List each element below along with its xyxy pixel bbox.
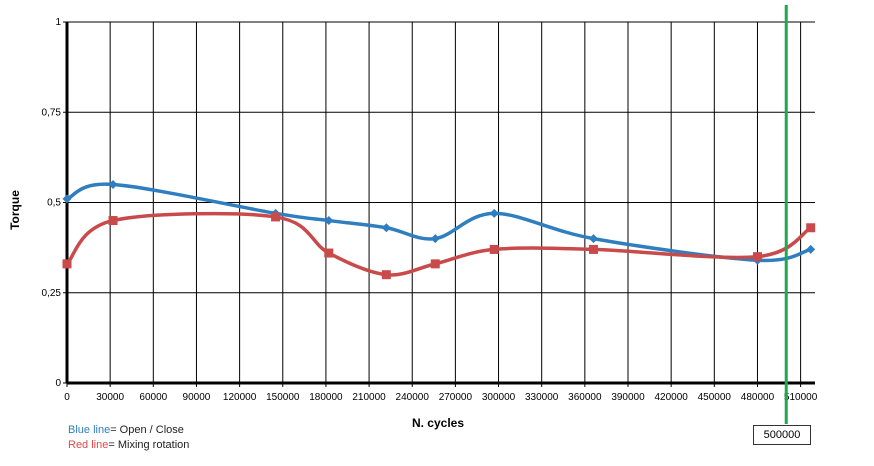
legend-blue-key: Blue line (68, 424, 111, 436)
x-tick-label: 210000 (352, 392, 386, 403)
legend-item-mixing-rotation: Red line= Mixing rotation (68, 438, 189, 453)
series-line-mixing-rotation (65, 211, 812, 277)
series-line-open-close (66, 182, 812, 263)
series-layer (62, 179, 816, 280)
x-tick-label: 120000 (223, 392, 257, 403)
y-tick-label: 1 (55, 17, 61, 28)
x-tick-label: 480000 (741, 392, 775, 403)
x-tick-label: 90000 (183, 392, 211, 403)
point-mixing-rotation (806, 223, 816, 233)
y-tick-label: 0,75 (42, 107, 62, 118)
point-open-close (324, 216, 334, 226)
x-tick-label: 510000 (784, 392, 818, 403)
legend-red-key: Red line (68, 439, 109, 451)
x-tick-label: 300000 (482, 392, 516, 403)
legend-red-text: = Mixing rotation (108, 439, 190, 451)
point-open-close (430, 234, 440, 244)
x-tick-label: 150000 (266, 392, 300, 403)
point-open-close (489, 208, 499, 218)
x-tick-labels: 0 30000 60000 90000 120000 150000 180000 210000… (64, 392, 818, 403)
axes (63, 21, 815, 387)
point-mixing-rotation (489, 244, 499, 254)
point-open-close (381, 223, 391, 233)
point-mixing-rotation (752, 252, 762, 262)
point-mixing-rotation (62, 259, 72, 269)
x-tick-label: 330000 (525, 392, 559, 403)
grid-lines (67, 21, 815, 383)
legend-item-open-close: Blue line= Open / Close (68, 423, 189, 438)
x-tick-label: 390000 (611, 392, 645, 403)
y-tick-label: 0,5 (47, 198, 61, 209)
point-open-close (588, 234, 598, 244)
point-open-close (108, 179, 118, 189)
x-tick-label: 0 (64, 392, 70, 403)
point-open-close (62, 194, 72, 204)
x-axis-title: N. cycles (412, 416, 464, 430)
x-tick-label: 240000 (396, 392, 430, 403)
point-mixing-rotation (324, 248, 334, 258)
x-tick-label: 60000 (139, 392, 167, 403)
point-mixing-rotation (381, 270, 391, 280)
x-tick-label: 360000 (568, 392, 602, 403)
point-mixing-rotation (430, 259, 440, 269)
y-axis-title: Torque (8, 190, 22, 230)
legend-blue-text: = Open / Close (110, 424, 184, 436)
y-tick-label: 0 (55, 378, 61, 389)
x-tick-label: 180000 (309, 392, 343, 403)
legend: Blue line= Open / Close Red line= Mixing… (68, 423, 189, 453)
x-tick-label: 420000 (654, 392, 688, 403)
x-tick-label: 450000 (698, 392, 732, 403)
point-mixing-rotation (271, 212, 281, 222)
y-tick-labels: 0 0,25 0,5 0,75 1 (42, 17, 62, 389)
point-mixing-rotation (108, 216, 118, 226)
vertical-marker-label: 500000 (753, 425, 811, 445)
point-open-close (806, 244, 816, 254)
point-mixing-rotation (588, 244, 598, 254)
x-tick-label: 30000 (96, 392, 124, 403)
x-tick-label: 270000 (439, 392, 473, 403)
y-tick-label: 0,25 (42, 288, 62, 299)
